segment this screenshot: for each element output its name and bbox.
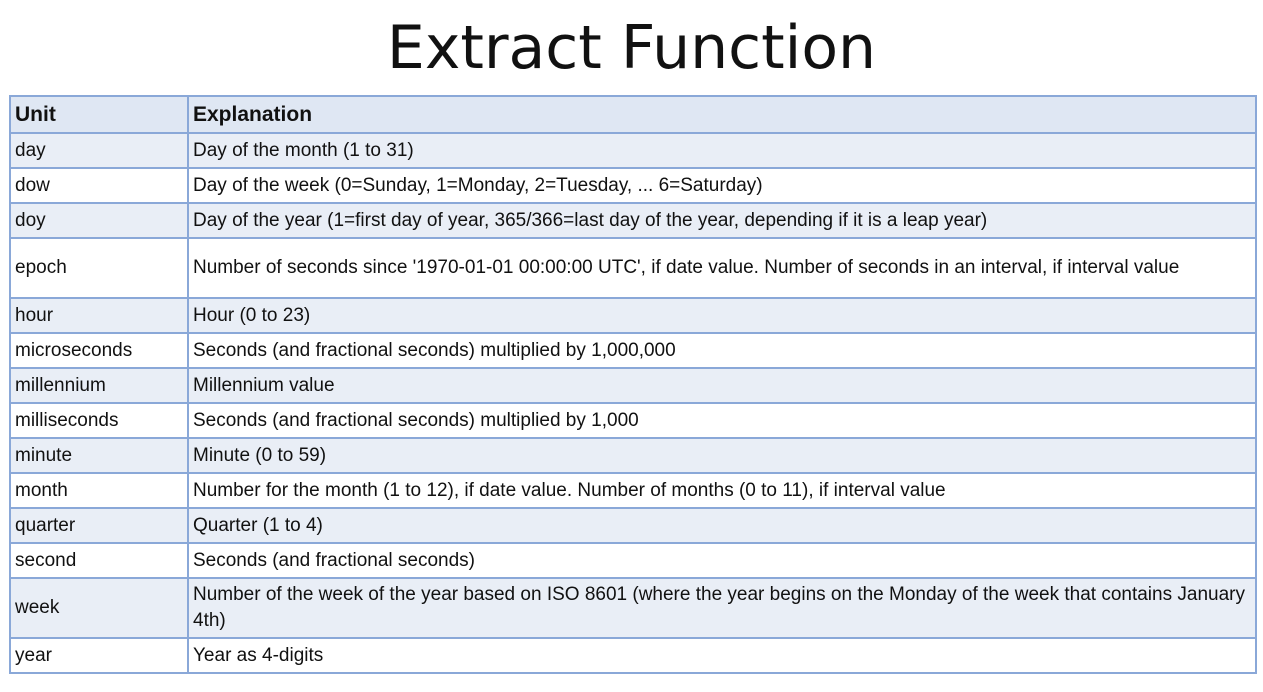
slide-title: Extract Function bbox=[386, 13, 877, 83]
table-row: year Year as 4-digits bbox=[9, 637, 1257, 674]
explanation-cell: Minute (0 to 59) bbox=[187, 437, 1257, 474]
table-row: week Number of the week of the year base… bbox=[9, 577, 1257, 639]
table-row: milliseconds Seconds (and fractional sec… bbox=[9, 402, 1257, 439]
explanation-cell: Number for the month (1 to 12), if date … bbox=[187, 472, 1257, 509]
explanation-cell: Millennium value bbox=[187, 367, 1257, 404]
explanation-cell: Year as 4-digits bbox=[187, 637, 1257, 674]
unit-cell: doy bbox=[9, 202, 189, 239]
unit-cell: milliseconds bbox=[9, 402, 189, 439]
table-row: day Day of the month (1 to 31) bbox=[9, 132, 1257, 169]
extract-units-table: Unit Explanation day Day of the month (1… bbox=[9, 95, 1257, 674]
table-row: microseconds Seconds (and fractional sec… bbox=[9, 332, 1257, 369]
unit-cell: quarter bbox=[9, 507, 189, 544]
unit-cell: dow bbox=[9, 167, 189, 204]
explanation-cell: Number of seconds since '1970-01-01 00:0… bbox=[187, 237, 1257, 299]
explanation-cell: Quarter (1 to 4) bbox=[187, 507, 1257, 544]
unit-cell: second bbox=[9, 542, 189, 579]
unit-cell: day bbox=[9, 132, 189, 169]
table-header-row: Unit Explanation bbox=[9, 95, 1257, 134]
explanation-cell: Number of the week of the year based on … bbox=[187, 577, 1257, 639]
explanation-cell: Hour (0 to 23) bbox=[187, 297, 1257, 334]
unit-cell: week bbox=[9, 577, 189, 639]
column-header-unit: Unit bbox=[9, 95, 189, 134]
unit-cell: millennium bbox=[9, 367, 189, 404]
column-header-explanation: Explanation bbox=[187, 95, 1257, 134]
explanation-cell: Seconds (and fractional seconds) multipl… bbox=[187, 332, 1257, 369]
table-row: second Seconds (and fractional seconds) bbox=[9, 542, 1257, 579]
table-row: quarter Quarter (1 to 4) bbox=[9, 507, 1257, 544]
explanation-cell: Day of the month (1 to 31) bbox=[187, 132, 1257, 169]
unit-cell: year bbox=[9, 637, 189, 674]
table-row: doy Day of the year (1=first day of year… bbox=[9, 202, 1257, 239]
unit-cell: microseconds bbox=[9, 332, 189, 369]
unit-cell: hour bbox=[9, 297, 189, 334]
table-row: minute Minute (0 to 59) bbox=[9, 437, 1257, 474]
table-row: month Number for the month (1 to 12), if… bbox=[9, 472, 1257, 509]
explanation-cell: Seconds (and fractional seconds) bbox=[187, 542, 1257, 579]
unit-cell: month bbox=[9, 472, 189, 509]
table-row: dow Day of the week (0=Sunday, 1=Monday,… bbox=[9, 167, 1257, 204]
explanation-cell: Day of the week (0=Sunday, 1=Monday, 2=T… bbox=[187, 167, 1257, 204]
table-row: hour Hour (0 to 23) bbox=[9, 297, 1257, 334]
table-row: epoch Number of seconds since '1970-01-0… bbox=[9, 237, 1257, 299]
explanation-cell: Seconds (and fractional seconds) multipl… bbox=[187, 402, 1257, 439]
table-row: millennium Millennium value bbox=[9, 367, 1257, 404]
unit-cell: minute bbox=[9, 437, 189, 474]
unit-cell: epoch bbox=[9, 237, 189, 299]
explanation-cell: Day of the year (1=first day of year, 36… bbox=[187, 202, 1257, 239]
